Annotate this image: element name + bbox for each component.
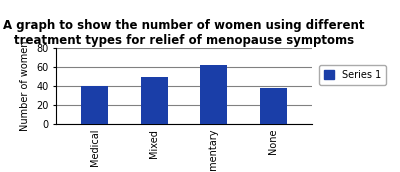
Bar xyxy=(81,86,108,124)
Bar xyxy=(260,88,287,124)
Legend: Series 1: Series 1 xyxy=(320,65,386,84)
Bar xyxy=(141,77,168,124)
Bar xyxy=(200,65,227,124)
Title: A graph to show the number of women using different
treatment types for relief o: A graph to show the number of women usin… xyxy=(3,19,365,47)
Y-axis label: Number of women: Number of women xyxy=(20,41,30,131)
